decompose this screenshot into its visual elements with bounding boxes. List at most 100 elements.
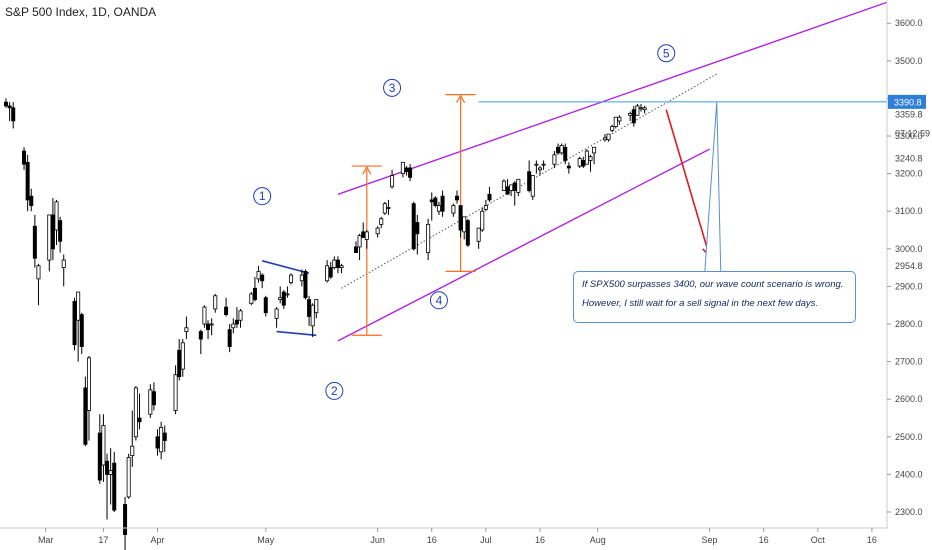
candle-body[interactable] [101,425,106,466]
candle-body[interactable] [180,342,185,370]
candle-body[interactable] [451,205,456,214]
candle-body[interactable] [151,391,156,406]
candle-body[interactable] [566,165,571,169]
candle-body[interactable] [307,299,312,317]
candle-body[interactable] [177,349,182,378]
candle-body[interactable] [375,227,380,235]
candle-body[interactable] [606,133,611,141]
candle-body[interactable] [584,150,589,165]
candle-body[interactable] [509,184,514,191]
candle-body[interactable] [108,470,113,475]
candle-body[interactable] [610,126,615,131]
candle-body[interactable] [213,295,218,310]
candle-body[interactable] [476,227,481,242]
candle-body[interactable] [159,426,164,453]
candle-body[interactable] [126,457,131,498]
candle-body[interactable] [335,259,340,268]
candle-body[interactable] [537,167,542,171]
candle-body[interactable] [361,231,366,238]
candle-body[interactable] [400,161,405,175]
candle-body[interactable] [76,291,81,321]
candle-body[interactable] [155,436,160,449]
candle-body[interactable] [339,265,344,269]
candle-body[interactable] [501,180,506,191]
candle-body[interactable] [628,113,633,116]
candle-body[interactable] [25,161,30,201]
candle-body[interactable] [483,205,488,210]
candle-body[interactable] [314,299,319,314]
candle-body[interactable] [47,214,52,261]
candle-body[interactable] [631,109,636,124]
candle-body[interactable] [260,274,265,282]
candle-body[interactable] [556,146,561,154]
candle-body[interactable] [29,195,34,206]
candle-body[interactable] [105,460,110,475]
candle-body[interactable] [97,432,102,481]
candle-body[interactable] [285,293,290,296]
candle-body[interactable] [588,156,593,161]
candle-body[interactable] [202,306,207,325]
candle-body[interactable] [206,323,211,331]
candle-body[interactable] [281,291,286,306]
candle-body[interactable] [364,231,369,240]
candle-body[interactable] [11,107,16,122]
candle-body[interactable] [487,193,492,201]
candle-body[interactable] [581,160,586,167]
candle-body[interactable] [227,329,232,347]
candle-body[interactable] [390,175,395,188]
candle-body[interactable] [32,225,37,259]
candle-body[interactable] [429,199,434,203]
candle-body[interactable] [516,178,521,193]
candle-body[interactable] [310,304,315,327]
candle-body[interactable] [602,137,607,141]
candle-body[interactable] [86,357,91,411]
candle-body[interactable] [552,154,557,165]
candle-body[interactable] [137,417,142,423]
candle-body[interactable] [454,195,459,201]
candle-body[interactable] [577,158,582,167]
candle-body[interactable] [7,105,12,109]
candle-body[interactable] [458,205,463,231]
candle-body[interactable] [617,116,622,122]
candle-body[interactable] [198,331,203,340]
candle-body[interactable] [130,445,135,457]
candle-body[interactable] [433,197,438,206]
candle-body[interactable] [426,223,431,253]
candle-body[interactable] [36,265,41,280]
candle-body[interactable] [559,144,564,154]
candle-body[interactable] [512,182,517,191]
candle-body[interactable] [231,323,236,329]
candle-body[interactable] [173,374,178,411]
candle-body[interactable] [133,387,138,438]
candle-body[interactable] [4,101,9,107]
candle-body[interactable] [249,293,254,304]
candle-body[interactable] [234,319,239,325]
candle-body[interactable] [440,195,445,212]
candle-body[interactable] [527,171,532,191]
candle-body[interactable] [162,432,167,441]
candle-body[interactable] [263,297,268,314]
candle-body[interactable] [79,314,84,347]
candle-body[interactable] [274,308,279,319]
candle-body[interactable] [325,265,330,282]
candle-body[interactable] [462,216,467,233]
candle-body[interactable] [465,220,470,246]
candle-body[interactable] [541,163,546,166]
candle-body[interactable] [112,462,117,511]
candle-body[interactable] [635,105,640,116]
candle-body[interactable] [328,267,333,278]
candle-body[interactable] [382,203,387,214]
candle-body[interactable] [184,327,189,332]
candle-body[interactable] [61,259,66,268]
candle-body[interactable] [386,207,391,209]
candle-body[interactable] [332,259,337,268]
candle-body[interactable] [209,323,214,326]
candle-body[interactable] [436,205,441,212]
candle-body[interactable] [238,310,243,321]
candle-body[interactable] [50,214,55,250]
candle-body[interactable] [639,107,644,110]
candle-body[interactable] [83,387,88,445]
candle-body[interactable] [256,270,261,280]
candle-body[interactable] [379,218,384,225]
candle-body[interactable] [613,116,618,127]
